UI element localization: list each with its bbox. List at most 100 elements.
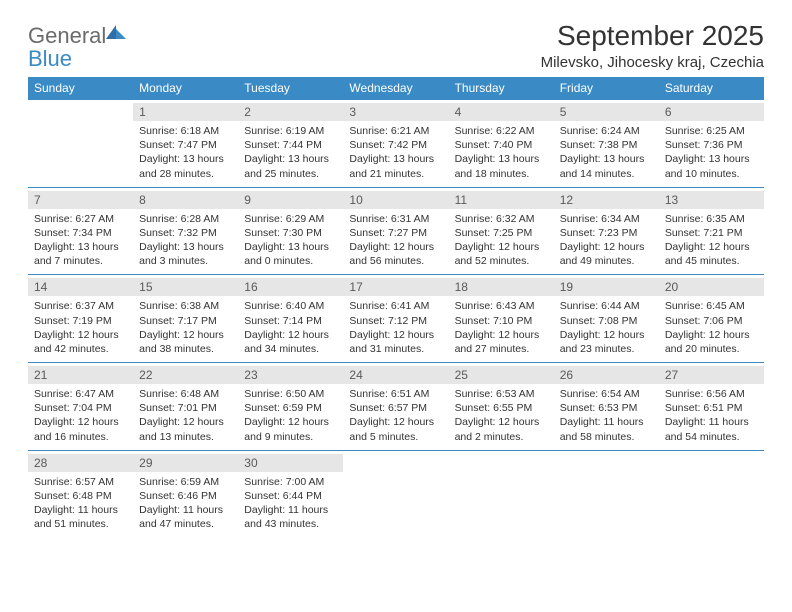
day1-line: Daylight: 13 hours bbox=[455, 152, 548, 166]
day1-line: Daylight: 13 hours bbox=[560, 152, 653, 166]
day-header: Tuesday bbox=[238, 77, 343, 100]
sunrise-line: Sunrise: 6:59 AM bbox=[139, 475, 232, 489]
day1-line: Daylight: 11 hours bbox=[665, 415, 758, 429]
day-number: 30 bbox=[238, 454, 343, 472]
day-cell: 4Sunrise: 6:22 AMSunset: 7:40 PMDaylight… bbox=[449, 100, 554, 187]
calendar-cell: 10Sunrise: 6:31 AMSunset: 7:27 PMDayligh… bbox=[343, 187, 448, 275]
sunrise-line: Sunrise: 6:57 AM bbox=[34, 475, 127, 489]
sunset-line: Sunset: 7:38 PM bbox=[560, 138, 653, 152]
day-cell: 3Sunrise: 6:21 AMSunset: 7:42 PMDaylight… bbox=[343, 100, 448, 187]
day-number: 19 bbox=[554, 278, 659, 296]
day-cell: 20Sunrise: 6:45 AMSunset: 7:06 PMDayligh… bbox=[659, 275, 764, 362]
calendar-cell bbox=[659, 450, 764, 537]
day1-line: Daylight: 11 hours bbox=[139, 503, 232, 517]
day2-line: and 47 minutes. bbox=[139, 517, 232, 531]
calendar-cell: 4Sunrise: 6:22 AMSunset: 7:40 PMDaylight… bbox=[449, 100, 554, 188]
empty-day-cell bbox=[659, 451, 764, 529]
day-cell: 7Sunrise: 6:27 AMSunset: 7:34 PMDaylight… bbox=[28, 188, 133, 275]
day1-line: Daylight: 13 hours bbox=[139, 152, 232, 166]
day1-line: Daylight: 12 hours bbox=[139, 328, 232, 342]
sunrise-line: Sunrise: 6:37 AM bbox=[34, 299, 127, 313]
day-number: 12 bbox=[554, 191, 659, 209]
day2-line: and 52 minutes. bbox=[455, 254, 548, 268]
page: General Blue September 2025 Milevsko, Ji… bbox=[0, 0, 792, 557]
calendar-cell: 26Sunrise: 6:54 AMSunset: 6:53 PMDayligh… bbox=[554, 363, 659, 451]
header: General Blue September 2025 Milevsko, Ji… bbox=[28, 20, 764, 71]
day2-line: and 34 minutes. bbox=[244, 342, 337, 356]
sunrise-line: Sunrise: 6:32 AM bbox=[455, 212, 548, 226]
sunrise-line: Sunrise: 7:00 AM bbox=[244, 475, 337, 489]
sunset-line: Sunset: 7:44 PM bbox=[244, 138, 337, 152]
day1-line: Daylight: 12 hours bbox=[665, 328, 758, 342]
calendar-cell: 2Sunrise: 6:19 AMSunset: 7:44 PMDaylight… bbox=[238, 100, 343, 188]
day1-line: Daylight: 13 hours bbox=[139, 240, 232, 254]
day-number: 18 bbox=[449, 278, 554, 296]
day2-line: and 31 minutes. bbox=[349, 342, 442, 356]
day1-line: Daylight: 12 hours bbox=[455, 415, 548, 429]
calendar-cell: 19Sunrise: 6:44 AMSunset: 7:08 PMDayligh… bbox=[554, 275, 659, 363]
calendar-cell: 18Sunrise: 6:43 AMSunset: 7:10 PMDayligh… bbox=[449, 275, 554, 363]
day-header: Monday bbox=[133, 77, 238, 100]
logo-general: General bbox=[28, 23, 106, 48]
day-cell: 10Sunrise: 6:31 AMSunset: 7:27 PMDayligh… bbox=[343, 188, 448, 275]
sunrise-line: Sunrise: 6:56 AM bbox=[665, 387, 758, 401]
day-number: 4 bbox=[449, 103, 554, 121]
sunset-line: Sunset: 7:47 PM bbox=[139, 138, 232, 152]
sunrise-line: Sunrise: 6:40 AM bbox=[244, 299, 337, 313]
day-number: 9 bbox=[238, 191, 343, 209]
sunrise-line: Sunrise: 6:54 AM bbox=[560, 387, 653, 401]
sunset-line: Sunset: 7:06 PM bbox=[665, 314, 758, 328]
day-cell: 12Sunrise: 6:34 AMSunset: 7:23 PMDayligh… bbox=[554, 188, 659, 275]
sunrise-line: Sunrise: 6:50 AM bbox=[244, 387, 337, 401]
sunrise-line: Sunrise: 6:19 AM bbox=[244, 124, 337, 138]
calendar-cell: 27Sunrise: 6:56 AMSunset: 6:51 PMDayligh… bbox=[659, 363, 764, 451]
sunset-line: Sunset: 6:48 PM bbox=[34, 489, 127, 503]
day1-line: Daylight: 12 hours bbox=[560, 328, 653, 342]
sunrise-line: Sunrise: 6:41 AM bbox=[349, 299, 442, 313]
calendar-cell: 5Sunrise: 6:24 AMSunset: 7:38 PMDaylight… bbox=[554, 100, 659, 188]
day-header-row: Sunday Monday Tuesday Wednesday Thursday… bbox=[28, 77, 764, 100]
day1-line: Daylight: 13 hours bbox=[34, 240, 127, 254]
calendar-cell bbox=[554, 450, 659, 537]
sunset-line: Sunset: 6:55 PM bbox=[455, 401, 548, 415]
day-cell: 28 Sunrise: 6:57 AMSunset: 6:48 PMDayligh… bbox=[28, 451, 133, 538]
day2-line: and 54 minutes. bbox=[665, 430, 758, 444]
day1-line: Daylight: 13 hours bbox=[244, 240, 337, 254]
logo-mark-icon bbox=[106, 24, 126, 47]
sunset-line: Sunset: 7:01 PM bbox=[139, 401, 232, 415]
day-cell: 23Sunrise: 6:50 AMSunset: 6:59 PMDayligh… bbox=[238, 363, 343, 450]
sunset-line: Sunset: 7:23 PM bbox=[560, 226, 653, 240]
day-cell: 9Sunrise: 6:29 AMSunset: 7:30 PMDaylight… bbox=[238, 188, 343, 275]
sunrise-line: Sunrise: 6:34 AM bbox=[560, 212, 653, 226]
day2-line: and 7 minutes. bbox=[34, 254, 127, 268]
day2-line: and 20 minutes. bbox=[665, 342, 758, 356]
day2-line: and 49 minutes. bbox=[560, 254, 653, 268]
day-cell: 15Sunrise: 6:38 AMSunset: 7:17 PMDayligh… bbox=[133, 275, 238, 362]
calendar-head: Sunday Monday Tuesday Wednesday Thursday… bbox=[28, 77, 764, 100]
day-number: 28 bbox=[28, 454, 133, 472]
calendar-cell: 30Sunrise: 7:00 AMSunset: 6:44 PMDayligh… bbox=[238, 450, 343, 537]
month-title: September 2025 bbox=[541, 20, 764, 52]
calendar-cell: 29Sunrise: 6:59 AMSunset: 6:46 PMDayligh… bbox=[133, 450, 238, 537]
day-number: 7 bbox=[28, 191, 133, 209]
sunset-line: Sunset: 6:53 PM bbox=[560, 401, 653, 415]
day1-line: Daylight: 12 hours bbox=[455, 240, 548, 254]
day1-line: Daylight: 11 hours bbox=[34, 503, 127, 517]
calendar-table: Sunday Monday Tuesday Wednesday Thursday… bbox=[28, 77, 764, 537]
day-cell: 25Sunrise: 6:53 AMSunset: 6:55 PMDayligh… bbox=[449, 363, 554, 450]
day-number: 27 bbox=[659, 366, 764, 384]
day-number: 8 bbox=[133, 191, 238, 209]
day-header: Thursday bbox=[449, 77, 554, 100]
title-block: September 2025 Milevsko, Jihocesky kraj,… bbox=[541, 20, 764, 71]
sunrise-line: Sunrise: 6:28 AM bbox=[139, 212, 232, 226]
day2-line: and 58 minutes. bbox=[560, 430, 653, 444]
day1-line: Daylight: 13 hours bbox=[665, 152, 758, 166]
day-cell: 8Sunrise: 6:28 AMSunset: 7:32 PMDaylight… bbox=[133, 188, 238, 275]
day2-line: and 42 minutes. bbox=[34, 342, 127, 356]
sunrise-line: Sunrise: 6:45 AM bbox=[665, 299, 758, 313]
day2-line: and 14 minutes. bbox=[560, 167, 653, 181]
day1-line: Daylight: 11 hours bbox=[244, 503, 337, 517]
day-number: 13 bbox=[659, 191, 764, 209]
day-number: 26 bbox=[554, 366, 659, 384]
day2-line: and 56 minutes. bbox=[349, 254, 442, 268]
